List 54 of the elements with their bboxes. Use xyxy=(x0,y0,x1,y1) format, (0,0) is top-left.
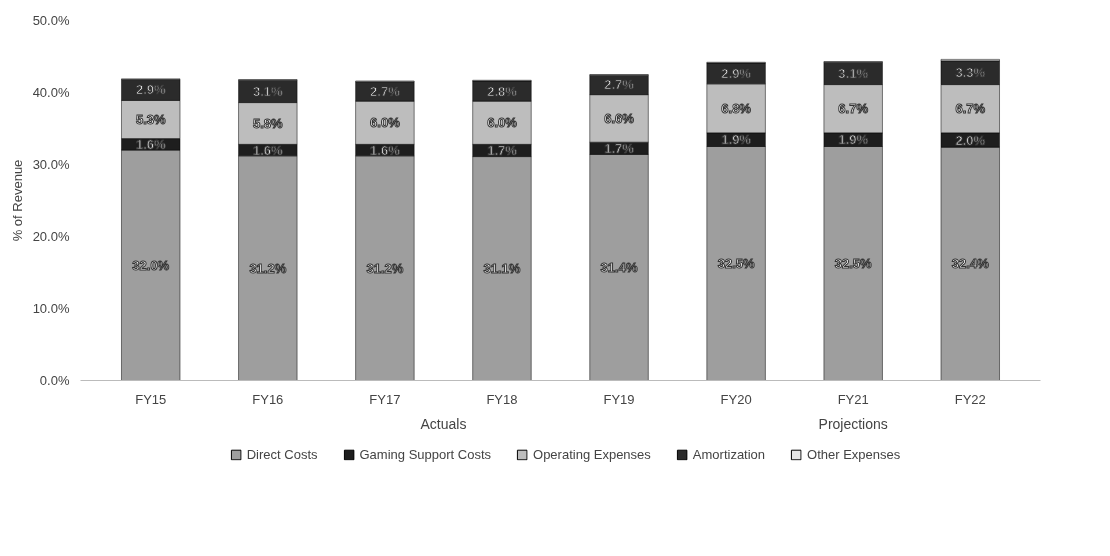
data-label: 31.2% xyxy=(249,260,287,276)
x-tick-label: FY21 xyxy=(837,391,869,407)
y-tick-label: 0.0% xyxy=(39,373,70,388)
data-label: 1.6% xyxy=(253,142,284,158)
text: Projections xyxy=(818,415,888,432)
data-label: 6.7% xyxy=(955,101,986,117)
y-tick-label: 50.0% xyxy=(32,13,70,28)
legend-label: Other Expenses xyxy=(807,446,901,462)
data-label: 5.8% xyxy=(253,115,284,131)
data-label: 2.7% xyxy=(604,77,635,93)
data-label: 2.9% xyxy=(135,82,166,98)
x-tick-label: FY17 xyxy=(369,391,401,407)
x-tick-label: FY20 xyxy=(720,391,752,407)
y-axis-title: % of Revenue xyxy=(9,159,25,242)
y-tick-label: 10.0% xyxy=(32,301,70,316)
data-label: 6.0% xyxy=(487,115,518,131)
data-label: 1.6% xyxy=(370,142,401,158)
data-label: 32.5% xyxy=(717,256,755,271)
x-tick-label: FY18 xyxy=(486,391,518,407)
y-tick-label: 40.0% xyxy=(32,85,70,100)
data-label: 32.0% xyxy=(132,257,170,273)
legend-label: Operating Expenses xyxy=(533,446,651,462)
y-tick-label: 30.0% xyxy=(32,157,70,172)
data-label: 2.7% xyxy=(370,83,401,99)
data-label: 3.1% xyxy=(253,83,284,99)
text: Actuals xyxy=(420,415,467,432)
legend-label: Gaming Support Costs xyxy=(359,446,492,462)
data-label: 6.0% xyxy=(370,115,401,131)
x-tick-label: FY22 xyxy=(954,391,986,407)
legend-label: Direct Costs xyxy=(246,446,318,462)
data-label: 3.1% xyxy=(838,65,869,81)
x-tick-label: FY15 xyxy=(135,391,167,407)
data-label: 31.2% xyxy=(366,260,404,276)
data-label: 2.9% xyxy=(721,65,752,81)
data-label: 2.0% xyxy=(955,132,986,148)
data-label: 1.9% xyxy=(721,132,752,148)
data-label: 31.1% xyxy=(483,261,521,277)
data-label: 5.3% xyxy=(135,112,166,127)
data-label: 6.8% xyxy=(721,100,752,116)
data-label: 1.7% xyxy=(487,142,518,158)
data-label: 1.7% xyxy=(604,140,635,156)
x-tick-label: FY16 xyxy=(252,391,284,407)
data-label: 3.3% xyxy=(955,65,986,81)
data-label: 6.6% xyxy=(604,110,635,126)
data-label: 1.9% xyxy=(838,132,869,148)
data-label: 31.4% xyxy=(600,259,638,275)
x-tick-label: FY19 xyxy=(603,391,635,407)
data-label: 32.4% xyxy=(951,256,990,272)
data-label: 2.8% xyxy=(487,83,518,99)
data-label: 1.6% xyxy=(135,136,166,152)
data-label: 6.7% xyxy=(838,101,869,117)
data-label: 32.5% xyxy=(834,256,873,271)
y-tick-label: 20.0% xyxy=(32,229,70,244)
legend-label: Amortization xyxy=(692,446,766,462)
